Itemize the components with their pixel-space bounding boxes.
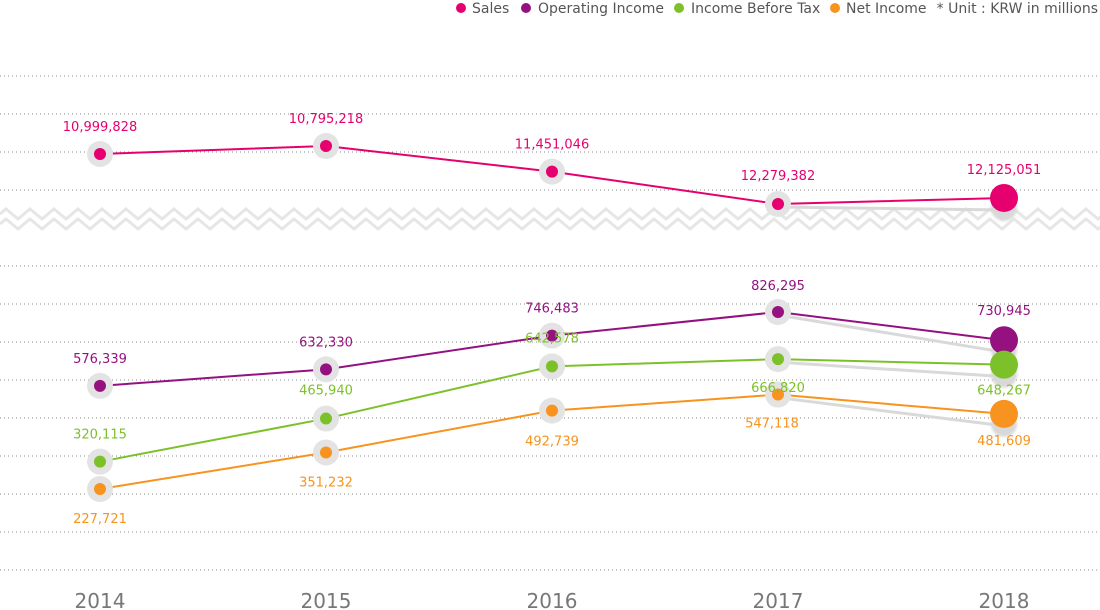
data-label-sales-2014: 10,999,828 — [63, 120, 137, 135]
data-point-operating-income-2016 — [539, 322, 565, 349]
marker-dot — [320, 412, 332, 425]
data-point-net-income-2017 — [765, 381, 791, 408]
axis-break-zigzag — [0, 207, 1100, 221]
data-point-sales-2017 — [765, 191, 791, 217]
marker-dot — [546, 329, 558, 342]
legend-label-sales: Sales — [472, 1, 509, 17]
legend-label-income-before-tax: Income Before Tax — [691, 1, 820, 17]
marker-highlight — [990, 399, 1018, 428]
marker-dot — [320, 446, 332, 459]
marker-highlight — [990, 183, 1018, 212]
x-tick-label-2018: 2018 — [979, 589, 1030, 610]
marker-dot — [94, 483, 106, 495]
data-point-income-before-tax-2014 — [87, 448, 113, 475]
data-label-income-before-tax-2017: 666,820 — [751, 381, 805, 396]
data-label-operating-income-2017: 826,295 — [751, 279, 805, 294]
chart-legend: Sales Operating Income Income Before Tax… — [456, 1, 1098, 17]
data-label-net-income-2015: 351,232 — [299, 475, 353, 490]
axis-break-zigzag — [0, 217, 1100, 231]
data-point-operating-income-2015 — [313, 356, 339, 383]
marker-highlight — [990, 350, 1018, 379]
data-label-sales-2018: 12,125,051 — [967, 163, 1041, 178]
marker-dot — [94, 455, 106, 468]
data-label-income-before-tax-2014: 320,115 — [73, 428, 127, 443]
data-point-net-income-2014 — [87, 476, 113, 502]
marker-highlight — [990, 326, 1018, 355]
data-point-income-before-tax-2016 — [539, 353, 565, 380]
marker-dot — [320, 363, 332, 376]
x-tick-label-2014: 2014 — [75, 589, 126, 610]
marker-dot — [772, 353, 784, 366]
data-point-sales-2015 — [313, 133, 339, 160]
data-label-net-income-2018: 481,609 — [977, 434, 1031, 449]
marker-dot — [546, 165, 558, 178]
data-point-sales-2018 — [990, 183, 1018, 221]
x-tick-label-2016: 2016 — [527, 589, 578, 610]
legend-marker-net-income — [830, 3, 840, 13]
data-labels: 10,999,828 10,795,218 11,451,046 12,279,382… — [63, 112, 1041, 527]
legend-marker-operating-income — [521, 3, 531, 13]
data-label-operating-income-2014: 576,339 — [73, 352, 127, 367]
x-axis: 2014 2015 2016 2017 2018 — [75, 589, 1030, 610]
legend-item-net-income: Net Income — [830, 1, 927, 17]
data-point-operating-income-2017 — [765, 299, 791, 325]
legend-label-operating-income: Operating Income — [538, 1, 664, 17]
marker-dot — [546, 404, 558, 417]
series-line-shadow-sales — [777, 205, 1005, 212]
series-markers — [87, 133, 1018, 502]
legend-label-net-income: Net Income — [846, 1, 927, 17]
data-label-net-income-2017: 547,118 — [745, 417, 799, 432]
unit-note: * Unit : KRW in millions — [937, 1, 1098, 17]
data-label-income-before-tax-2016: 642,578 — [525, 331, 579, 346]
data-point-income-before-tax-2017 — [765, 346, 791, 373]
marker-dot — [772, 306, 784, 318]
series-line-shadow-income-before-tax — [777, 360, 1005, 379]
data-point-sales-2014 — [87, 141, 113, 167]
data-label-operating-income-2016: 746,483 — [525, 302, 579, 317]
x-tick-label-2015: 2015 — [301, 589, 352, 610]
legend-item-operating-income: Operating Income — [521, 1, 664, 17]
data-point-sales-2016 — [539, 158, 565, 185]
data-label-net-income-2014: 227,721 — [73, 512, 127, 527]
x-tick-label-2017: 2017 — [753, 589, 804, 610]
marker-dot — [772, 198, 784, 210]
data-label-income-before-tax-2015: 465,940 — [299, 384, 353, 399]
data-label-sales-2017: 12,279,382 — [741, 169, 815, 184]
data-label-operating-income-2018: 730,945 — [977, 304, 1031, 319]
legend-item-income-before-tax: Income Before Tax — [674, 1, 820, 17]
data-label-operating-income-2015: 632,330 — [299, 335, 353, 350]
marker-dot — [546, 360, 558, 373]
data-point-net-income-2015 — [313, 439, 339, 466]
legend-marker-sales — [456, 3, 466, 13]
data-point-operating-income-2014 — [87, 372, 113, 399]
data-point-net-income-2018 — [990, 399, 1018, 437]
marker-dot — [94, 148, 106, 160]
data-label-net-income-2016: 492,739 — [525, 435, 579, 450]
data-label-income-before-tax-2018: 648,267 — [977, 384, 1031, 399]
data-label-sales-2016: 11,451,046 — [515, 138, 589, 153]
data-point-income-before-tax-2015 — [313, 405, 339, 432]
legend-marker-income-before-tax — [674, 3, 684, 13]
legend-item-sales: Sales — [456, 1, 509, 17]
marker-dot — [772, 388, 784, 401]
data-label-sales-2015: 10,795,218 — [289, 112, 363, 127]
chart-grid — [0, 75, 1100, 571]
series-line-shadow-operating-income — [777, 313, 1005, 354]
axis-break — [0, 207, 1100, 231]
series-line-shadow-net-income — [777, 396, 1005, 428]
data-point-net-income-2016 — [539, 397, 565, 424]
data-point-income-before-tax-2018 — [990, 350, 1018, 388]
marker-dot — [320, 140, 332, 153]
marker-dot — [94, 379, 106, 392]
